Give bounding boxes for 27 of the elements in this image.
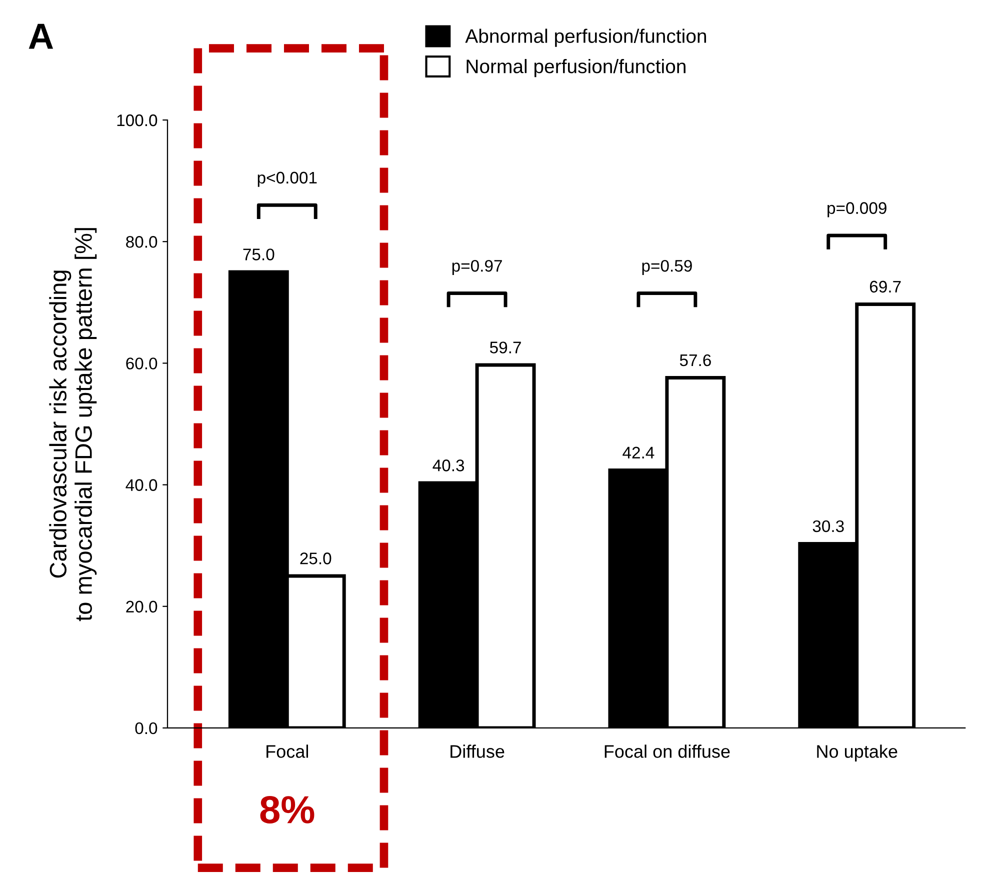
data-label: 25.0 bbox=[300, 552, 332, 564]
y-tick-label: 20.0 bbox=[126, 600, 158, 613]
legend-label: Normal perfusion/function bbox=[466, 58, 686, 78]
y-axis-title: Cardiovascular risk according to myocardial FDG uptake pattern [%] bbox=[49, 228, 97, 622]
data-label: 57.6 bbox=[680, 354, 711, 366]
data-label: 69.7 bbox=[870, 280, 901, 293]
data-label: 42.4 bbox=[622, 446, 654, 458]
data-label: 75.0 bbox=[243, 248, 274, 260]
annotation: p=0.59 bbox=[642, 260, 692, 276]
y-tick-label: 0.0 bbox=[135, 722, 158, 734]
y-tick-label: 100.0 bbox=[117, 114, 158, 126]
annotation: p<0.001 bbox=[258, 172, 317, 187]
x-tick-label: Focal on diffuse bbox=[604, 744, 730, 758]
y-tick-label: 40.0 bbox=[126, 479, 158, 491]
annotation: p=0.97 bbox=[452, 260, 502, 276]
y-tick-label: 80.0 bbox=[126, 236, 158, 248]
text: 8% bbox=[260, 796, 314, 824]
text: A bbox=[28, 24, 54, 49]
x-tick-label: Diffuse bbox=[450, 744, 504, 758]
y-tick-label: 60.0 bbox=[126, 358, 158, 370]
x-tick-label: No uptake bbox=[817, 744, 898, 762]
data-label: 59.7 bbox=[490, 342, 521, 354]
annotation: p=0.009 bbox=[828, 202, 886, 218]
legend-label: Abnormal perfusion/function bbox=[465, 28, 706, 47]
data-label: 30.3 bbox=[812, 520, 844, 532]
x-tick-label: Focal bbox=[266, 744, 308, 758]
data-label: 40.3 bbox=[432, 460, 464, 472]
